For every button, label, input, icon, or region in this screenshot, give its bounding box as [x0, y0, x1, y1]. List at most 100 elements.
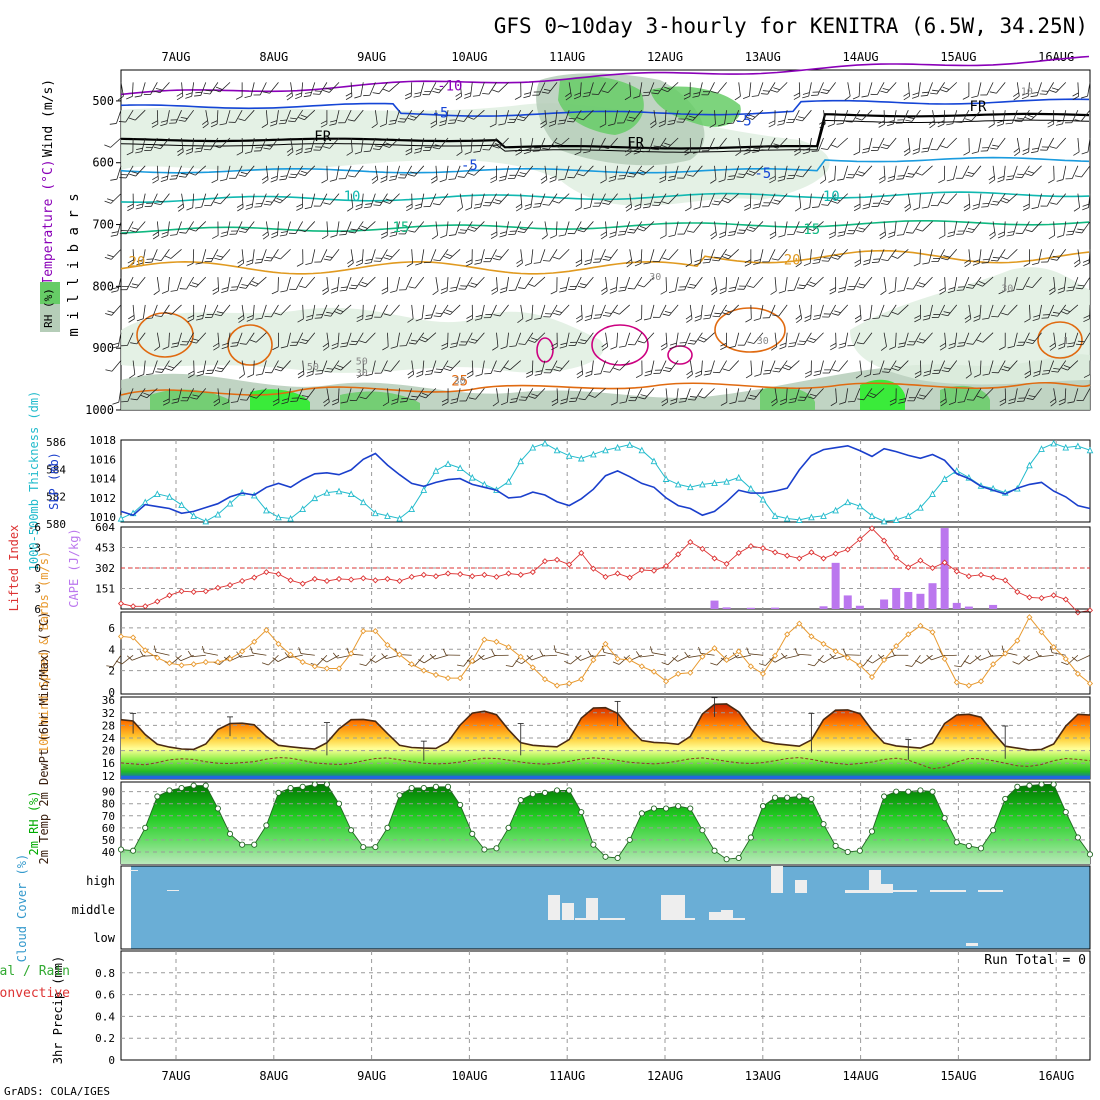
wind-barb	[382, 137, 400, 148]
barb-staff	[1046, 137, 1055, 151]
wind-barb	[543, 304, 558, 318]
barb-staff	[888, 304, 897, 317]
barb-feather	[930, 148, 938, 151]
barb-feather	[473, 206, 481, 209]
wind-barb	[940, 137, 958, 149]
barb-staff	[591, 654, 606, 657]
slp-tick-label: 1016	[90, 453, 117, 466]
barb-feather	[737, 344, 745, 346]
wind-barb	[518, 276, 534, 289]
wind-barb	[575, 193, 582, 211]
slp-tick-label: 1010	[90, 511, 117, 524]
barb-staff	[326, 654, 340, 663]
rh2m-marker	[820, 821, 827, 828]
thickness-marker	[1086, 446, 1094, 454]
lifted-index-marker	[372, 577, 379, 584]
barb-staff	[1016, 82, 1020, 97]
barb-feather	[575, 262, 582, 267]
rh-contour-label: 1	[1063, 336, 1069, 347]
barb-feather	[687, 286, 695, 289]
barb-feather	[933, 313, 941, 315]
barb-feather	[662, 257, 669, 261]
lifted-index-marker	[445, 570, 452, 577]
barb-feather	[1041, 146, 1049, 148]
barb-feather	[389, 178, 396, 181]
barb-feather	[813, 373, 821, 376]
barb-staff	[675, 277, 679, 291]
barb-staff	[513, 109, 522, 123]
barb-staff	[350, 82, 353, 97]
barb-feather	[1000, 200, 1008, 204]
barb-feather	[684, 148, 691, 152]
barb-feather	[685, 314, 692, 320]
wind-barb	[533, 249, 546, 264]
barb-feather	[903, 92, 910, 97]
barb-staff	[734, 221, 740, 235]
barb-staff	[954, 332, 958, 347]
wind10m-barb	[636, 651, 654, 658]
rh2m-marker	[432, 783, 439, 790]
wind10m-marker	[554, 682, 561, 689]
barb-staff	[629, 193, 633, 208]
barb-staff	[605, 165, 607, 180]
barb-staff	[859, 360, 862, 375]
barb-feather	[134, 95, 142, 98]
barb-feather	[789, 342, 796, 344]
barb-feather	[626, 175, 634, 178]
barb-feather	[483, 317, 491, 319]
barb-feather	[169, 122, 176, 124]
wind-barb	[676, 109, 691, 123]
isotherm-plus30-closed	[591, 324, 649, 366]
wind10m-frame	[120, 611, 1091, 695]
barb-feather	[180, 173, 188, 175]
rh2m-marker	[638, 810, 645, 817]
rh2m-marker	[360, 844, 367, 851]
barb-feather	[450, 286, 458, 289]
wind-barb	[245, 193, 255, 210]
barb-feather	[195, 91, 203, 94]
barb-feather	[721, 199, 729, 204]
barb-feather	[456, 664, 464, 667]
barb-feather	[779, 401, 787, 406]
barb-staff	[525, 388, 534, 401]
barb-feather	[1083, 374, 1091, 378]
barb-feather	[322, 287, 329, 292]
barb-feather	[625, 207, 632, 212]
barb-feather	[330, 290, 338, 294]
barb-staff	[361, 193, 364, 208]
rh-contour-label: 30	[454, 376, 466, 387]
barb-staff	[728, 248, 740, 260]
barb-feather	[809, 393, 817, 397]
barb-feather	[272, 346, 279, 351]
barb-staff	[132, 249, 135, 264]
wind-barb	[1066, 276, 1079, 292]
wind-barb	[762, 304, 776, 319]
barb-feather	[617, 122, 624, 124]
lifted-index-marker	[275, 571, 282, 578]
rh-shading	[940, 385, 990, 410]
barb-feather	[803, 262, 811, 267]
barb-feather	[137, 374, 144, 378]
wind-barb	[484, 360, 497, 375]
wind-barb	[112, 388, 122, 405]
barb-staff	[1064, 332, 1067, 347]
barb-feather	[853, 207, 861, 212]
barb-feather	[465, 262, 473, 267]
barb-staff	[110, 193, 122, 204]
wind-barb	[906, 276, 921, 290]
wind-barb	[499, 221, 509, 238]
barb-staff	[151, 304, 158, 319]
barb-feather	[1073, 207, 1080, 212]
barb-staff	[716, 654, 727, 666]
wind-barb	[507, 109, 522, 123]
lifted-index-marker	[917, 557, 924, 564]
barb-staff	[271, 360, 279, 373]
barb-feather	[1023, 262, 1030, 267]
wind-barb	[550, 277, 558, 295]
rh2m-marker	[977, 845, 985, 852]
barb-feather	[688, 398, 695, 401]
wind-barb	[214, 249, 231, 261]
barb-feather	[634, 259, 642, 263]
wind-barb	[612, 304, 630, 315]
barb-staff	[265, 110, 268, 125]
